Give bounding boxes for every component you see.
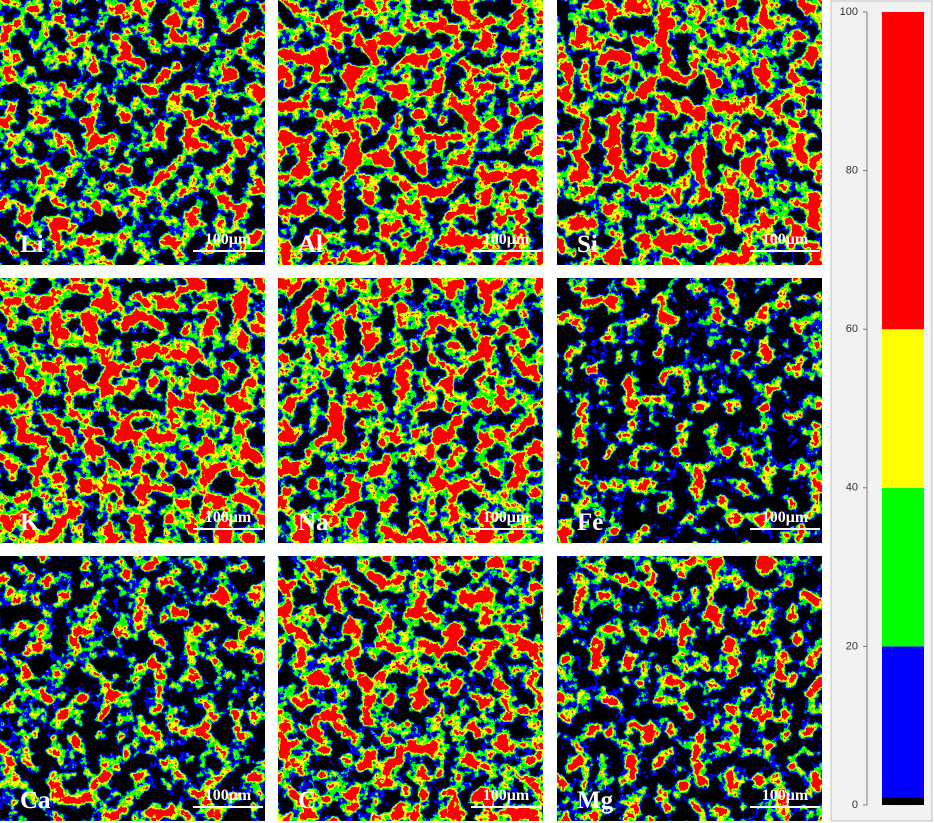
colorbar-band (882, 329, 924, 488)
scale-bar-label: 100μm (762, 787, 809, 804)
element-map: Fe 100μm (557, 278, 822, 543)
colorbar-tick-label: 40 (846, 482, 858, 494)
map-image (278, 278, 543, 543)
colorbar-tick-label: 0 (852, 799, 858, 811)
element-map: Na 100μm (278, 278, 543, 543)
colorbar-tick-label: 80 (846, 165, 858, 177)
element-map: Al 100μm (278, 0, 543, 265)
element-label: Li (20, 231, 44, 258)
colorbar-band (882, 646, 924, 798)
element-label: Al (298, 231, 323, 258)
element-map: K 100μm (0, 278, 265, 543)
colorbar-tick-label: 100 (840, 6, 858, 18)
element-map: Mg 100μm (557, 556, 822, 821)
map-image (0, 278, 265, 543)
colorbar-tick-label: 20 (846, 640, 858, 652)
scale-bar-label: 100μm (483, 787, 530, 804)
element-map: Li 100μm (0, 0, 265, 265)
scale-bar-label: 100μm (205, 509, 252, 526)
scale-bar-label: 100μm (205, 231, 252, 248)
map-image (557, 556, 822, 821)
map-image (557, 0, 822, 265)
map-image (278, 0, 543, 265)
colorbar-band (882, 12, 924, 330)
element-map: Ca 100μm (0, 556, 265, 821)
map-image (0, 0, 265, 265)
colorbar-band (882, 487, 924, 647)
element-map: Si 100μm (557, 0, 822, 265)
element-label: Ca (20, 787, 51, 814)
element-label: C (298, 787, 316, 814)
element-label: K (20, 509, 40, 536)
map-image (0, 556, 265, 821)
colorbar-tick-label: 60 (846, 323, 858, 335)
colorbar-band (882, 797, 924, 805)
scale-bar-label: 100μm (762, 509, 809, 526)
element-label: Mg (577, 787, 614, 814)
scale-bar-label: 100μm (762, 231, 809, 248)
map-image (557, 278, 822, 543)
element-label: Na (298, 509, 329, 536)
map-image (278, 556, 543, 821)
scale-bar-label: 100μm (205, 787, 252, 804)
element-label: Si (577, 231, 598, 258)
element-map: C 100μm (278, 556, 543, 821)
element-label: Fe (577, 509, 603, 536)
scale-bar-label: 100μm (483, 509, 530, 526)
scale-bar-label: 100μm (483, 231, 530, 248)
